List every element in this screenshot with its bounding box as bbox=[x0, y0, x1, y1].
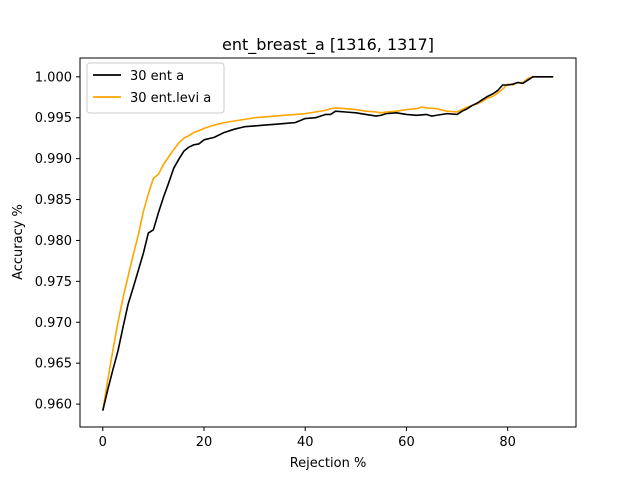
x-axis-label: Rejection % bbox=[290, 456, 367, 471]
y-tick-label: 0.990 bbox=[35, 152, 72, 167]
x-tick-label: 60 bbox=[398, 435, 415, 450]
x-tick-label: 40 bbox=[297, 435, 314, 450]
legend-box bbox=[86, 62, 225, 114]
y-tick-label: 0.985 bbox=[35, 193, 72, 208]
y-tick-label: 0.960 bbox=[35, 398, 72, 413]
x-tick-label: 80 bbox=[499, 435, 516, 450]
plot-area-frame bbox=[79, 57, 577, 428]
x-tick-label: 20 bbox=[196, 435, 213, 450]
series-layer bbox=[101, 76, 554, 411]
series-line-30-ent-levi-a bbox=[101, 76, 554, 411]
y-tick-label: 0.995 bbox=[35, 111, 72, 126]
y-tick-label: 0.975 bbox=[35, 275, 72, 290]
y-tick-label: 1.000 bbox=[35, 70, 72, 85]
x-tick-label: 0 bbox=[99, 435, 107, 450]
y-axis-label: Accuracy % bbox=[11, 204, 26, 280]
y-tick-label: 0.980 bbox=[35, 234, 72, 249]
series-line-30-ent-a bbox=[102, 76, 554, 411]
legend-entry-label: 30 ent.levi a bbox=[130, 91, 211, 106]
y-tick-label: 0.970 bbox=[35, 316, 72, 331]
chart-title: ent_breast_a [1316, 1317] bbox=[222, 35, 434, 55]
legend-entry-label: 30 ent a bbox=[130, 69, 184, 84]
y-tick-label: 0.965 bbox=[35, 357, 72, 372]
y-axis: 0.960 0.965 0.970 0.975 0.980 0.985 0.990 0.995… bbox=[35, 70, 80, 413]
legend: 30 ent a 30 ent.levi a bbox=[86, 62, 225, 114]
x-axis: 0 20 40 60 80 bbox=[99, 427, 516, 450]
